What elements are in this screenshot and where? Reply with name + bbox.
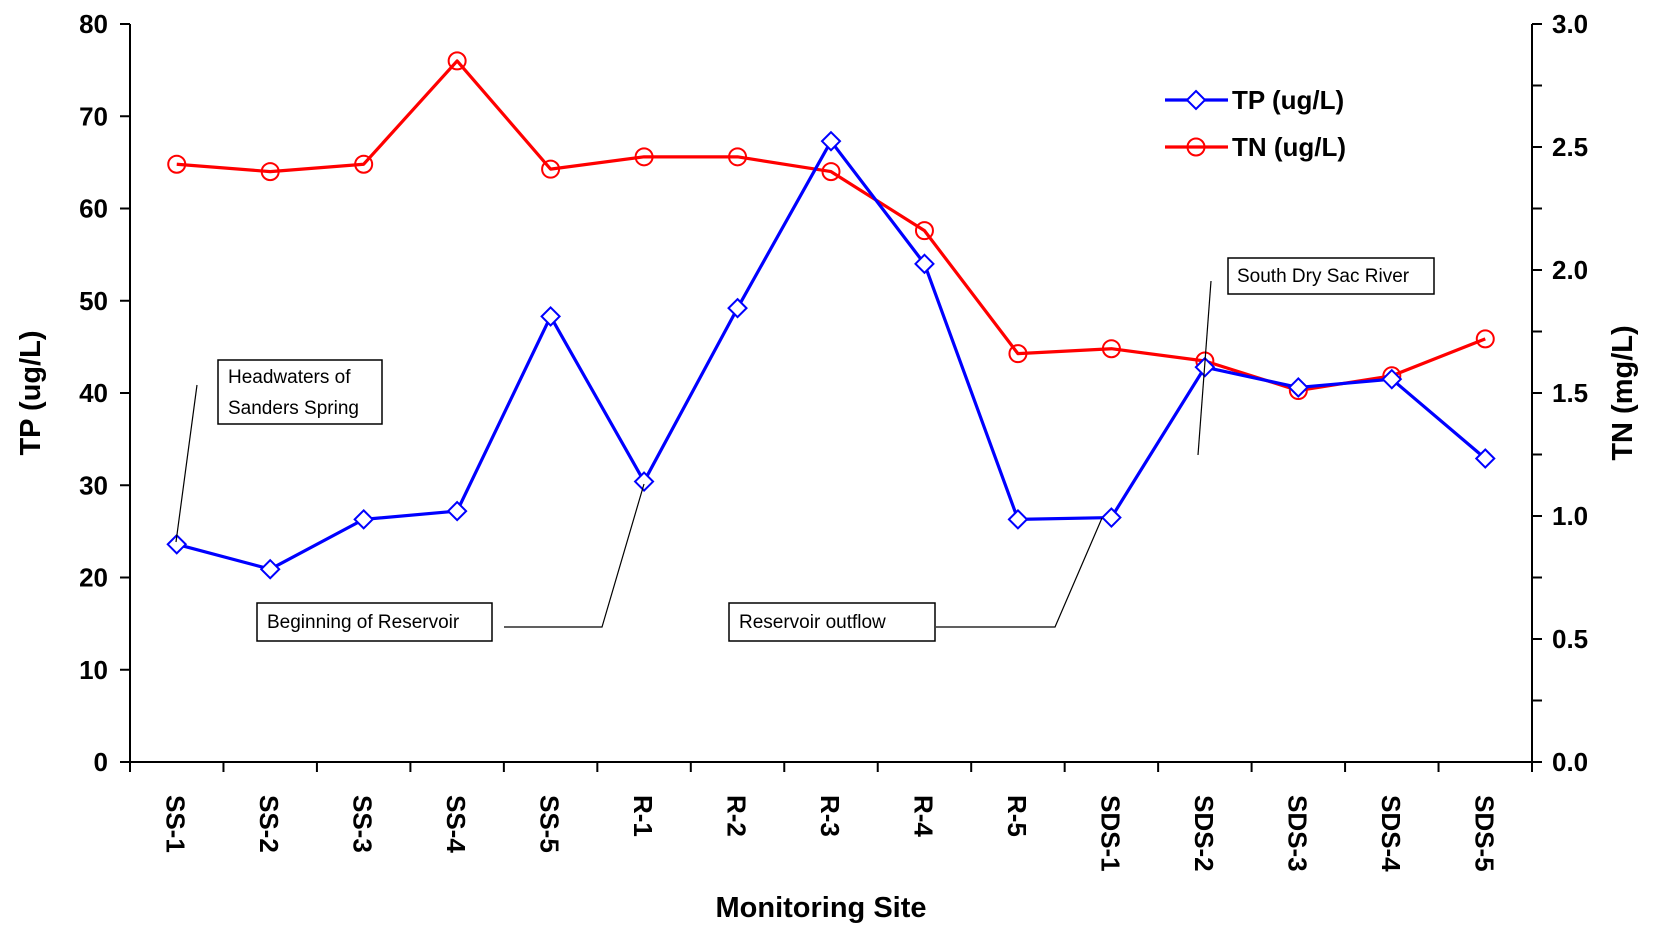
tn-point [1101,339,1121,359]
y2-tick-label: 1.0 [1552,501,1588,531]
series-layer [166,51,1496,580]
tp-point [353,508,375,530]
y-tick-label: 0 [94,747,108,777]
y2-tick-label: 2.0 [1552,255,1588,285]
tp-point [820,130,842,152]
annotation: Reservoir outflow [728,517,1103,642]
y2-tick-label: 3.0 [1552,9,1588,39]
y-tick-label: 60 [79,194,108,224]
annotation: Beginning of Reservoir [256,483,645,642]
tn-point [1475,329,1495,349]
tn-point [1008,344,1028,364]
y2-tick-label: 0.5 [1552,624,1588,654]
tp-point [1287,377,1309,398]
tn-point [260,162,280,182]
annotation-box [728,602,936,642]
annotation-leader-line [175,384,198,543]
legend-marker [1186,137,1206,157]
tp-point [1474,448,1496,469]
y-tick-label: 70 [79,101,108,131]
tp-point [259,558,281,580]
tn-point [914,221,934,241]
annotation-text: Reservoir outflow [739,612,886,633]
tn-point [541,159,561,179]
x-tick-label: SDS-4 [1376,795,1406,872]
x-tick-label: SS-5 [535,795,565,853]
annotation-text: Sanders Spring [228,398,359,419]
x-axis-title: Monitoring Site [715,892,926,924]
tp-point [1007,508,1029,530]
annotation-leader-line [1197,280,1212,456]
annotation: Headwaters of Sanders Spring [175,359,383,543]
x-tick-label: SDS-5 [1469,795,1499,872]
y2-axis-title: TN (mg/L) [1607,325,1639,460]
annotation-box [217,359,383,425]
tp-point [1381,368,1403,390]
y-tick-label: 50 [79,286,108,316]
y2-tick-label: 0.0 [1552,747,1588,777]
axes: 0 10 20 30 40 50 60 70 80 0.0 0.5 1.0 1.5 2.0 2.5 3.0 SS… [15,9,1639,924]
tp-point [446,500,468,522]
annotation-leader-line [936,517,1103,628]
x-tick-label: SDS-3 [1282,795,1312,872]
x-tick-label: R-5 [1002,795,1032,837]
tp-point [914,253,935,275]
x-tick-label: R-4 [908,795,938,837]
x-tick-label: SDS-1 [1095,795,1125,872]
y-tick-label: 40 [79,378,108,408]
y-tick-label: 20 [79,563,108,593]
series-tp [166,130,1496,580]
legend-label: TN (ug/L) [1232,132,1346,162]
x-tick-label: R-3 [815,795,845,837]
x-tick-label: SDS-2 [1189,795,1219,872]
legend: TP (ug/L) TN (ug/L) [1165,85,1346,162]
x-tick-label: R-2 [722,795,752,837]
legend-marker [1185,89,1207,111]
annotation-text: South Dry Sac River [1237,266,1410,287]
x-tick-label: SS-3 [348,795,378,853]
annotation-box [256,602,493,642]
tn-point [167,154,187,174]
annotation-box [1227,257,1435,295]
y2-tick-label: 2.5 [1552,132,1588,162]
annotations-layer: Headwaters of Sanders Spring Beginning of … [175,257,1435,642]
x-tick-label: SS-4 [441,795,471,853]
annotation-leader-line [504,483,645,628]
tn-point [821,162,841,182]
tn-point [728,147,748,167]
legend-label: TP (ug/L) [1232,85,1344,115]
annotation-text: Beginning of Reservoir [267,612,460,633]
annotation-text: Headwaters of [228,367,351,388]
tp-point [727,297,748,319]
series-line [176,139,1487,571]
tp-point [166,533,188,555]
tn-point [354,154,374,174]
y-tick-label: 30 [79,470,108,500]
y2-tick-label: 1.5 [1552,378,1588,408]
tn-point [447,51,467,71]
tp-point [633,471,655,492]
tp-point [540,306,562,327]
tp-point [1100,507,1122,528]
annotation: South Dry Sac River [1197,257,1435,456]
x-tick-label: SS-2 [254,795,284,853]
y-tick-label: 10 [79,655,108,685]
tn-point [634,147,654,167]
x-tick-label: SS-1 [161,795,191,853]
x-tick-label: R-1 [628,795,658,837]
y-axis-title: TP (ug/L) [15,330,47,455]
y-tick-label: 80 [79,9,108,39]
